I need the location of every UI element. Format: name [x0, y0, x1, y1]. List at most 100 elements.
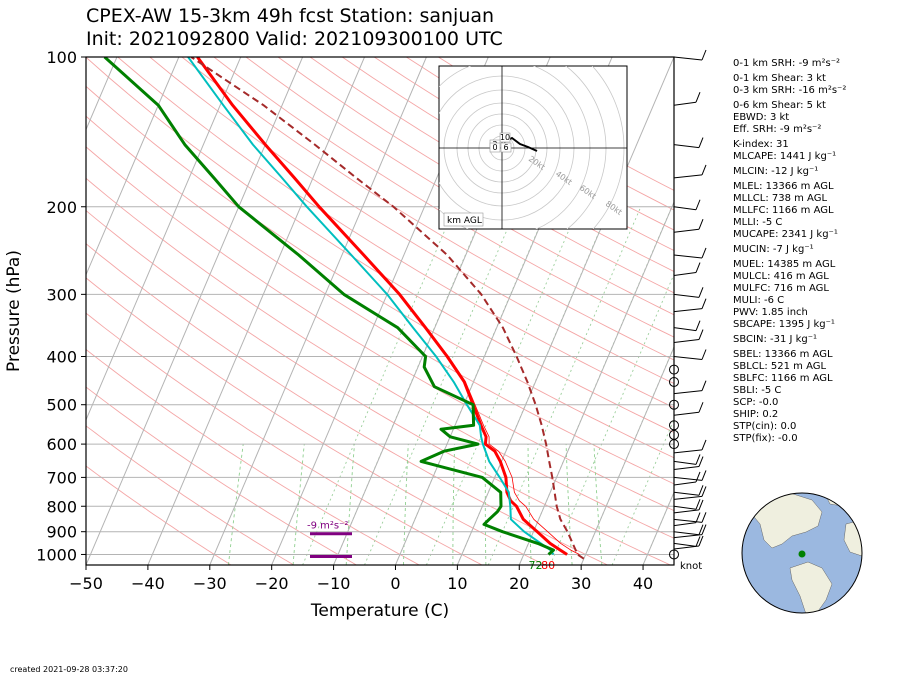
hodograph-height-box [499, 132, 511, 143]
moist-adiabat [364, 206, 518, 565]
wind-barb-shaft [673, 534, 703, 539]
parcel-line [190, 57, 585, 560]
dry-adiabat [181, 57, 674, 361]
hodograph-height-text: 0 [492, 143, 497, 152]
hodograph-legend-box [443, 212, 484, 227]
calm-wind-circle [669, 549, 679, 560]
wind-barb-flag [701, 49, 707, 61]
index-line: SBLCL: 521 m AGL [733, 361, 827, 372]
index-line: 0-1 km Shear: 3 kt [733, 73, 826, 84]
wind-barb-shaft [673, 481, 697, 486]
wind-barb-flag [701, 349, 707, 360]
wind-barb-shaft [673, 144, 700, 149]
mixing-ratio-line [292, 444, 305, 565]
location-globe [741, 492, 863, 614]
y-tick-label: 900 [46, 523, 77, 542]
index-line: STP(fix): -0.0 [733, 433, 798, 444]
hodograph-height-label: 10 [499, 132, 511, 143]
index-line: STP(cin): 0.0 [733, 421, 797, 432]
hodograph-height-label: 6 [500, 142, 512, 153]
wind-barb-shaft [673, 56, 703, 61]
wind-barb-flag [701, 524, 707, 535]
x-tick-label: 10 [447, 574, 467, 593]
y-tick-label: 200 [46, 198, 77, 217]
wind-barb-shaft [673, 466, 700, 471]
wind-barb-shaft [673, 505, 697, 510]
y-tick-label: 800 [46, 497, 77, 516]
x-tick-label: 40 [633, 574, 653, 593]
wind-barb-shaft [673, 339, 700, 344]
wind-barb-flag [701, 247, 707, 259]
wind-barb-shaft [673, 174, 703, 179]
dry-adiabat [245, 57, 674, 316]
wind-barb-shaft [673, 449, 703, 454]
mixing-ratio-line [484, 444, 487, 565]
hodograph-height-text: 10 [500, 133, 510, 142]
index-line: MLCAPE: 1441 J kg⁻¹ [733, 151, 837, 162]
index-line: SBEL: 13366 m AGL [733, 349, 833, 360]
y-tick-label: 300 [46, 285, 77, 304]
wind-barb-shaft [673, 460, 697, 465]
moist-adiabat [302, 206, 456, 565]
dry-adiabat [86, 177, 674, 539]
dry-adiabat [86, 465, 232, 565]
wind-barb-shaft [673, 272, 697, 277]
wind-barb-flag [701, 470, 707, 481]
mixing-ratio-line [565, 444, 573, 565]
dry-adiabat [213, 57, 674, 338]
moist-adiabat [487, 206, 642, 565]
x-tick-label: 0 [390, 574, 400, 593]
y-tick-label: 500 [46, 396, 77, 415]
wind-barb-shaft [673, 327, 697, 332]
mixing-ratio-line [593, 444, 603, 565]
index-line: 0-3 km SRH: -16 m²s⁻² [733, 85, 847, 96]
dry-adiabat [309, 57, 674, 273]
wind-barb-flag [695, 262, 701, 273]
wind-barb-flag [698, 329, 704, 340]
y-tick-label: 700 [46, 468, 77, 487]
isotherm [86, 57, 242, 422]
wind-barb-flag [698, 137, 704, 148]
isotherm [86, 57, 180, 276]
calm-wind-circle [669, 420, 679, 431]
wind-barb-shaft [673, 509, 700, 514]
wind-barb-flag [701, 298, 707, 309]
dry-adiabat [117, 57, 674, 409]
wind-barb-shaft [673, 356, 703, 360]
index-line: EBWD: 3 kt [733, 112, 790, 123]
wind-barb-flag [701, 439, 707, 451]
x-axis-label: Temperature (C) [310, 601, 449, 621]
x-tick-label: 30 [571, 574, 591, 593]
wetbulb-line [187, 57, 555, 556]
plot-frame [85, 56, 675, 566]
dewpoint-line [103, 57, 555, 556]
y-tick-label: 100 [46, 48, 77, 67]
x-tick-label: −20 [255, 574, 289, 593]
isotherm [518, 200, 674, 565]
mixing-ratio-line [452, 444, 456, 565]
dry-adiabat [86, 210, 671, 565]
wind-barb-flag [695, 199, 701, 210]
wind-barb-flag [698, 535, 704, 547]
wind-barb-shaft [673, 254, 703, 259]
index-line: 0-1 km SRH: -9 m²s⁻² [733, 58, 840, 69]
index-line: SBLFC: 1166 m AGL [733, 373, 833, 384]
hodograph-body: 20kt40kt60kt80kt10260 [439, 66, 627, 229]
isotherm [456, 57, 674, 565]
x-tick-label: −40 [131, 574, 165, 593]
isotherm [209, 57, 427, 565]
calm-wind-circle [669, 399, 679, 410]
moist-adiabat [611, 418, 674, 565]
profiles [103, 57, 585, 560]
index-line: MLCIN: -12 J kg⁻¹ [733, 166, 819, 177]
hodograph-height-box [500, 142, 512, 153]
index-line: MUCAPE: 2341 J kg⁻¹ [733, 229, 838, 240]
wind-barb-flag [698, 499, 704, 511]
wind-barb-flag [695, 92, 701, 103]
chart-title-line1: CPEX-AW 15-3km 49h fcst Station: sanjuan [86, 5, 495, 27]
wind-barb-flag [695, 320, 701, 331]
y-axis-label: Pressure (hPa) [4, 250, 24, 372]
mixing-ratio-line [227, 444, 244, 565]
